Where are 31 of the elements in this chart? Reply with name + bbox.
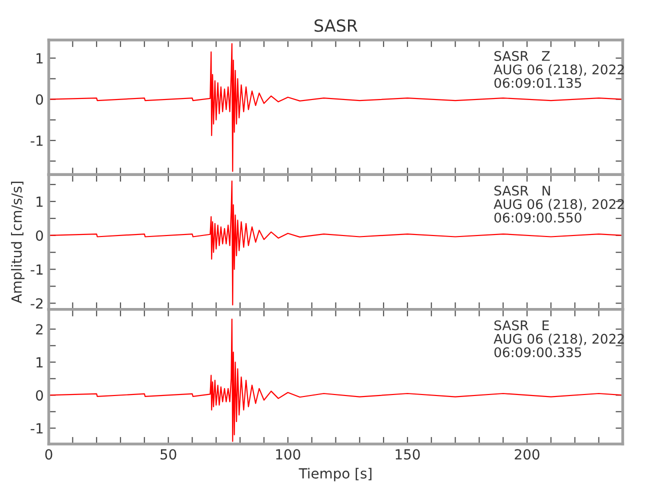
annotation: AUG 06 (218), 2022 — [494, 198, 624, 211]
y-tick-label: 1 — [36, 196, 43, 207]
y-tick-label: -1 — [30, 423, 43, 434]
chart-title: SASR — [314, 19, 358, 32]
line-series — [48, 318, 623, 442]
y-tick-label: 0 — [36, 94, 43, 105]
annotation: 06:09:00.550 — [494, 212, 582, 223]
x-tick-label: 50 — [160, 449, 176, 460]
y-tick-label: -1 — [30, 136, 43, 146]
line-series — [48, 43, 623, 172]
x-tick-label: 100 — [276, 449, 300, 460]
annotation: SASR N — [494, 186, 550, 196]
y-tick-label: -2 — [30, 298, 42, 309]
x-tick-label: 150 — [396, 449, 420, 460]
y-tick-label: 1 — [36, 53, 43, 64]
x-tick-label: 200 — [514, 449, 540, 460]
annotation: AUG 06 (218), 2022 — [494, 334, 624, 346]
annotation: SASR E — [494, 320, 549, 330]
y-tick-label: 1 — [36, 357, 43, 368]
y-tick-label: 0 — [36, 390, 43, 401]
y-axis-title: Amplitud [cm/s/s] — [11, 182, 24, 304]
annotation: AUG 06 (218), 2022 — [494, 64, 624, 76]
y-tick-label: 0 — [36, 230, 43, 241]
y-tick-label: -1 — [30, 264, 43, 275]
y-tick-label: 2 — [36, 324, 42, 334]
x-tick-label: 0 — [45, 449, 52, 460]
line-series — [48, 180, 623, 306]
annotation: SASR Z — [494, 51, 550, 61]
x-axis-title: Tiempo [s] — [298, 468, 372, 482]
annotation: 06:09:01.135 — [494, 78, 582, 88]
annotation: 06:09:00.335 — [494, 347, 582, 358]
